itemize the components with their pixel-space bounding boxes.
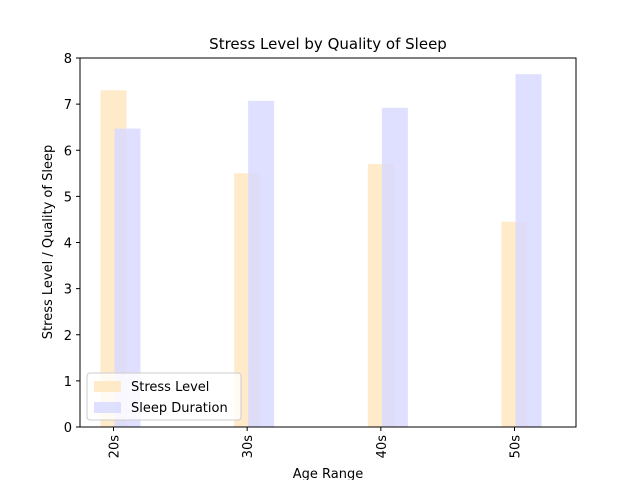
legend-label-sleep-duration: Sleep Duration (131, 401, 228, 416)
y-tick-label: 7 (64, 98, 72, 113)
legend-swatch-sleep-duration (94, 402, 121, 413)
y-tick-label: 0 (64, 421, 72, 436)
y-axis-label: Stress Level / Quality of Sleep (41, 145, 56, 339)
y-tick-label: 3 (64, 283, 72, 298)
y-tick-label: 4 (64, 237, 72, 252)
y-tick-label: 1 (64, 375, 72, 390)
legend: Stress Level Sleep Duration (86, 372, 242, 421)
x-axis-label: Age Range (293, 467, 363, 480)
x-tick-label-40s: 40s (375, 435, 390, 459)
y-tick-label: 6 (64, 144, 72, 159)
y-axis: 0 1 2 3 4 5 6 7 8 (64, 52, 80, 436)
y-tick-label: 8 (64, 52, 72, 67)
x-tick-label-30s: 30s (241, 435, 256, 459)
bar-sleep-duration-50s (515, 74, 542, 427)
x-axis: 20s 30s 40s 50s (108, 427, 524, 458)
x-tick-label-50s: 50s (509, 435, 524, 459)
y-tick-label: 2 (64, 329, 72, 344)
legend-swatch-stress-level (94, 381, 121, 392)
y-tick-label: 5 (64, 190, 72, 205)
chart-title: Stress Level by Quality of Sleep (209, 35, 447, 53)
bar-sleep-duration-30s (248, 100, 275, 428)
legend-label-stress-level: Stress Level (131, 380, 209, 395)
bar-sleep-duration-40s (381, 107, 408, 427)
legend-box (86, 372, 242, 421)
x-tick-label-20s: 20s (108, 435, 123, 459)
